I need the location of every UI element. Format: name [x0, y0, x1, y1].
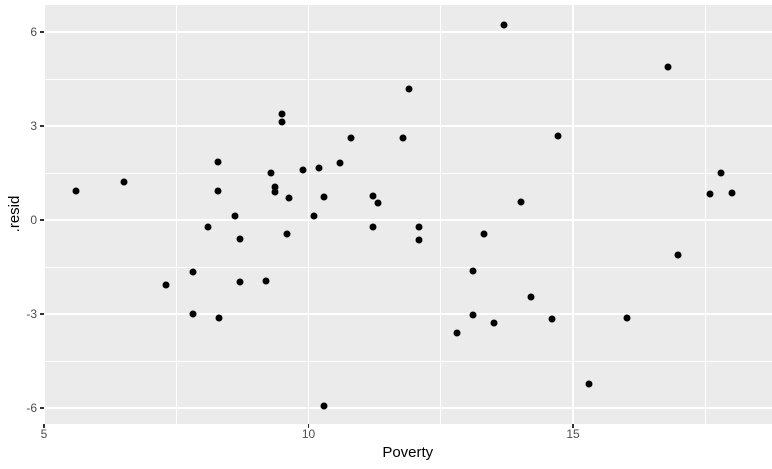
data-point [336, 159, 344, 167]
data-point [271, 183, 279, 191]
data-point [469, 311, 477, 319]
minor-gridline-x [175, 5, 177, 424]
data-point [204, 223, 211, 231]
data-point [315, 164, 323, 172]
y-axis-title: .resid [6, 195, 23, 233]
y-tick-label: 6 [30, 24, 37, 39]
data-point [490, 319, 498, 327]
data-point [415, 236, 423, 244]
data-point [215, 314, 223, 322]
data-point [399, 134, 407, 142]
y-tick-mark [39, 31, 44, 33]
x-tick-mark [307, 424, 310, 428]
x-tick-label: 5 [40, 427, 48, 441]
major-gridline-y [43, 313, 772, 315]
data-point [310, 212, 318, 220]
data-point [480, 230, 488, 238]
y-tick-label: -6 [26, 401, 37, 416]
data-point [236, 235, 244, 243]
x-tick-label: 15 [566, 427, 580, 441]
data-point [374, 199, 382, 207]
data-point [717, 169, 725, 177]
major-gridline-x [572, 5, 574, 424]
data-point [527, 293, 535, 301]
y-tick-mark [39, 125, 44, 127]
data-point [72, 187, 80, 195]
data-point [369, 192, 377, 200]
data-point [299, 166, 307, 174]
y-tick-mark [39, 407, 44, 409]
data-point [623, 314, 630, 322]
data-point [278, 110, 286, 118]
data-point [453, 329, 461, 337]
data-point [674, 251, 682, 259]
y-tick-label: 3 [30, 118, 37, 133]
y-tick-label: -3 [26, 307, 37, 321]
data-point [585, 380, 593, 388]
major-gridline-y [43, 125, 772, 127]
minor-gridline-x [440, 5, 442, 424]
data-point [554, 132, 562, 140]
plot-panel [43, 5, 772, 424]
data-point [415, 223, 423, 231]
data-point [236, 278, 244, 286]
major-gridline-y [43, 31, 772, 33]
data-point [369, 223, 377, 231]
data-point [162, 281, 170, 289]
major-gridline-x [43, 5, 45, 424]
data-point [347, 134, 355, 142]
major-gridline-x [307, 5, 310, 424]
y-tick-mark [39, 313, 44, 315]
data-point [728, 189, 736, 197]
data-point [278, 118, 286, 126]
data-point [271, 188, 279, 196]
y-tick-label: 0 [30, 212, 37, 227]
x-tick-mark [572, 424, 574, 428]
data-point [664, 63, 672, 71]
data-point [517, 198, 525, 206]
data-point [469, 267, 477, 275]
data-point [320, 402, 328, 410]
data-point [262, 277, 270, 285]
data-point [231, 212, 239, 220]
data-point [548, 315, 556, 323]
minor-gridline-x [704, 5, 706, 424]
data-point [706, 190, 714, 198]
data-point [189, 268, 197, 276]
minor-gridline-y [43, 172, 772, 174]
minor-gridline-y [43, 360, 772, 362]
x-tick-label: 10 [301, 427, 316, 441]
data-point [283, 230, 291, 238]
data-point [405, 85, 413, 93]
data-point [214, 158, 222, 166]
data-point [500, 21, 508, 29]
major-gridline-y [43, 407, 772, 409]
data-point [267, 169, 275, 177]
minor-gridline-y [43, 78, 772, 80]
data-point [285, 194, 293, 202]
data-point [120, 178, 128, 186]
major-gridline-y [43, 219, 772, 221]
data-point [320, 193, 328, 201]
y-tick-mark [39, 219, 44, 221]
x-tick-mark [43, 424, 45, 428]
x-axis-title: Poverty [382, 444, 434, 461]
data-point [214, 187, 222, 195]
minor-gridline-y [43, 266, 772, 268]
data-point [189, 310, 197, 318]
